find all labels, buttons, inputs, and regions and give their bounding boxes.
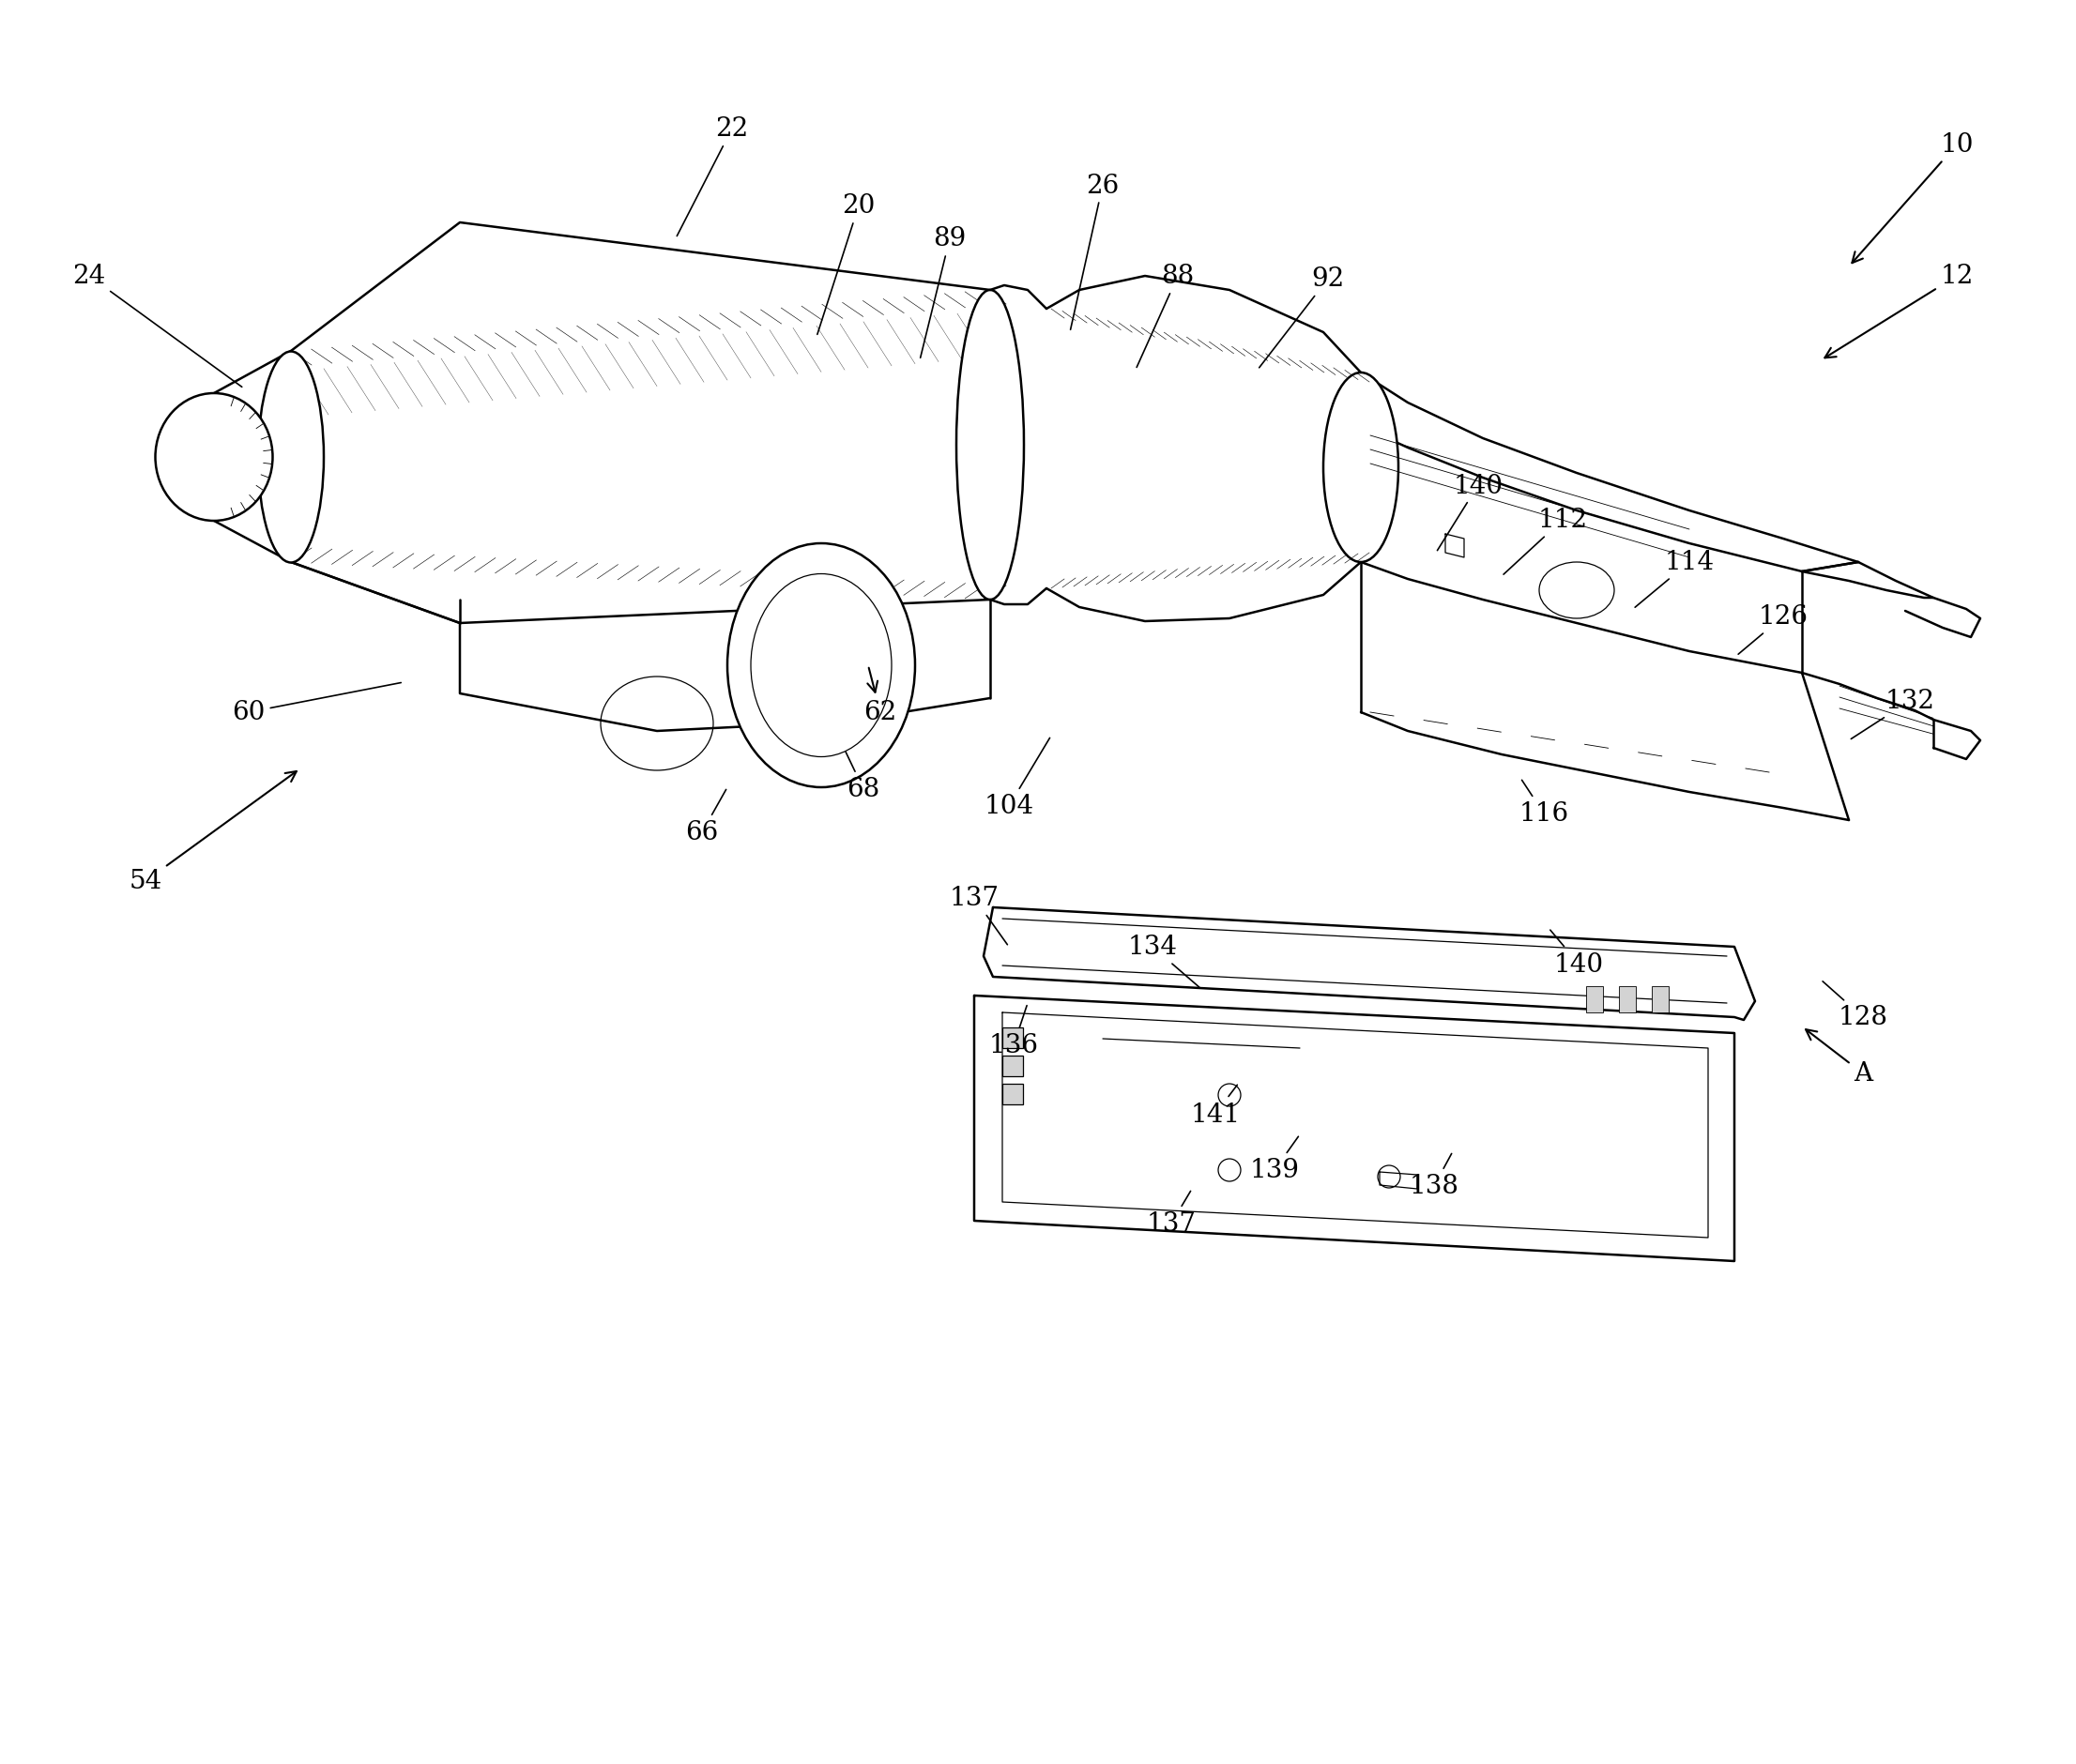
- Bar: [1619, 986, 1636, 1013]
- Ellipse shape: [156, 393, 272, 522]
- Bar: [1003, 1028, 1023, 1048]
- Text: 60: 60: [233, 683, 401, 725]
- Text: 137: 137: [1146, 1191, 1196, 1237]
- Text: 128: 128: [1823, 983, 1887, 1030]
- Ellipse shape: [257, 353, 324, 563]
- Text: 68: 68: [845, 753, 880, 803]
- Text: 62: 62: [864, 669, 897, 725]
- Text: 26: 26: [1071, 173, 1119, 330]
- Text: 22: 22: [677, 116, 749, 236]
- Text: 12: 12: [1825, 265, 1974, 358]
- Text: 24: 24: [73, 265, 243, 388]
- Bar: [1003, 1057, 1023, 1076]
- Text: 54: 54: [129, 773, 297, 894]
- Bar: [1003, 1085, 1023, 1104]
- Text: 137: 137: [949, 886, 1007, 946]
- Text: 104: 104: [984, 739, 1050, 818]
- Text: 88: 88: [1138, 265, 1194, 369]
- Text: 136: 136: [988, 1005, 1038, 1058]
- Text: 20: 20: [818, 194, 876, 335]
- Text: A: A: [1806, 1030, 1873, 1087]
- Text: 10: 10: [1852, 132, 1974, 263]
- Text: 66: 66: [685, 790, 727, 845]
- Text: 132: 132: [1852, 688, 1935, 739]
- Text: 138: 138: [1410, 1154, 1459, 1200]
- Ellipse shape: [727, 543, 916, 789]
- Bar: [1652, 986, 1669, 1013]
- Text: 112: 112: [1503, 508, 1588, 575]
- Ellipse shape: [1322, 374, 1399, 563]
- Text: 116: 116: [1520, 780, 1569, 827]
- Text: 92: 92: [1260, 266, 1345, 369]
- Text: 140: 140: [1437, 473, 1503, 550]
- Text: 140: 140: [1551, 930, 1603, 977]
- Text: 114: 114: [1636, 550, 1715, 609]
- Text: 89: 89: [920, 226, 965, 358]
- Bar: [1586, 986, 1603, 1013]
- Text: 126: 126: [1738, 605, 1808, 654]
- Text: 139: 139: [1250, 1136, 1300, 1184]
- Text: 141: 141: [1190, 1085, 1239, 1127]
- Ellipse shape: [957, 291, 1023, 600]
- Ellipse shape: [1538, 563, 1615, 619]
- Ellipse shape: [752, 575, 891, 757]
- Text: 134: 134: [1127, 935, 1200, 988]
